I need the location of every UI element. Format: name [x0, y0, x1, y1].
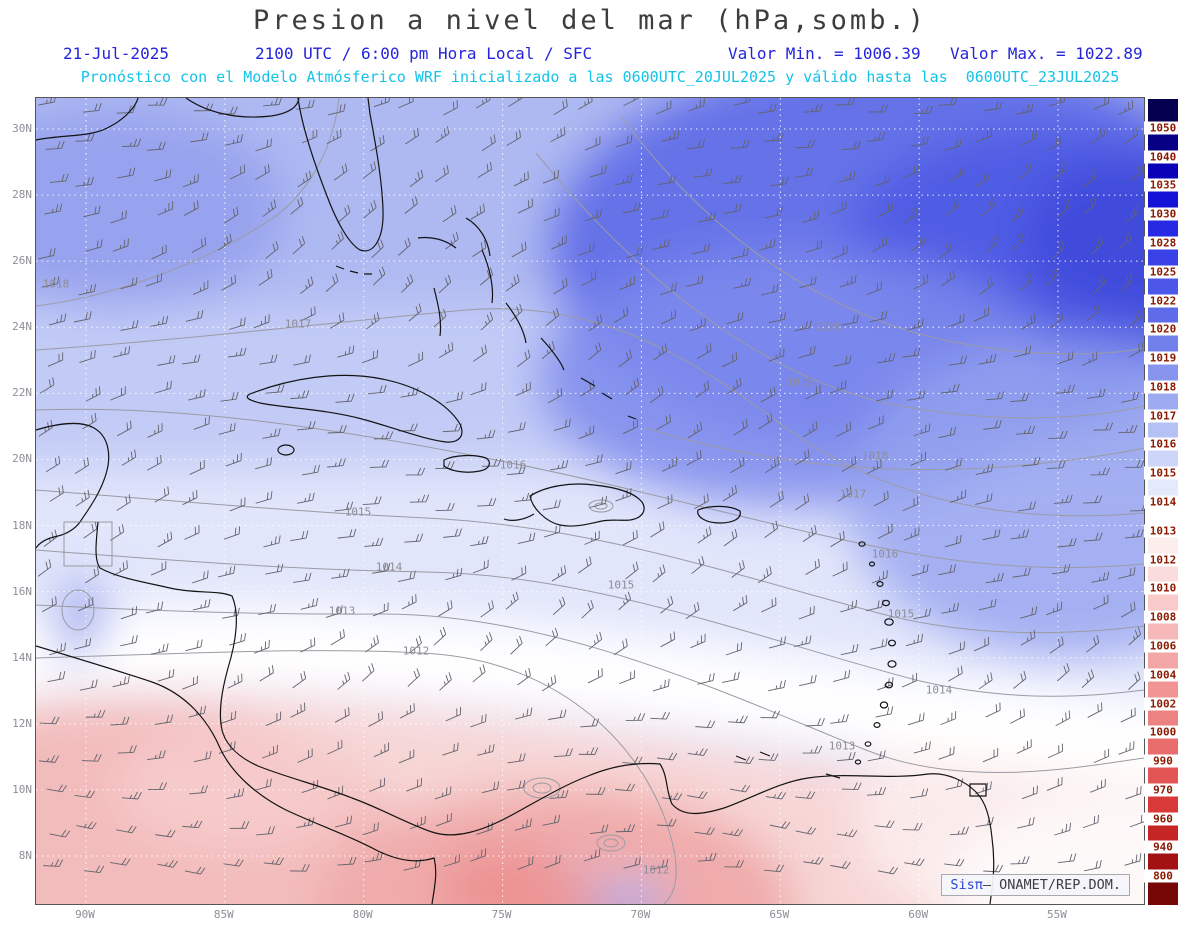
lat-tick-label: 8N: [18, 848, 32, 862]
lat-tick-label: 26N: [12, 254, 32, 268]
lon-tick-label: 55W: [1047, 908, 1067, 921]
colorbar-label: 1025: [1144, 265, 1182, 279]
lat-tick-label: 28N: [12, 188, 32, 202]
contour-label: 1017: [839, 487, 867, 501]
lon-tick-label: 80W: [352, 908, 373, 921]
contour-label: 1018: [42, 277, 70, 291]
contour-label: 1018: [861, 449, 889, 463]
map-canvas: [36, 98, 1144, 904]
lon-tick-label: 75W: [491, 908, 512, 921]
contour-label: 1020: [813, 320, 841, 334]
coastlines: [36, 98, 995, 904]
lon-tick-label: 60W: [908, 908, 929, 921]
colorbar-label: 1006: [1144, 639, 1182, 653]
colorbar-label: 1050: [1144, 121, 1182, 135]
colorbar-label: 1018: [1144, 380, 1182, 394]
colorbar-label: 1008: [1144, 610, 1182, 624]
colorbar-label: 1022: [1144, 294, 1182, 307]
colorbar-label: 1016: [1144, 437, 1182, 451]
colorbar-label: 940: [1144, 840, 1182, 854]
value-max-label: Valor Max. = 1022.89: [950, 44, 1143, 63]
contour-label: 1019: [786, 375, 814, 389]
watermark: Sisπ– ONAMET/REP.DOM.: [941, 874, 1130, 896]
watermark-text: – ONAMET/REP.DOM.: [982, 877, 1121, 893]
colorbar-label: 960: [1144, 812, 1182, 826]
lon-tick-label: 70W: [630, 908, 651, 921]
page-title: Presion a nivel del mar (hPa,somb.): [253, 5, 927, 36]
pressure-map: 1018 1017 1020 1019 1018 1016 1017 1015 1016 1014…: [35, 97, 1145, 905]
lat-tick-label: 30N: [12, 122, 32, 135]
colorbar-label: 1010: [1144, 581, 1182, 595]
contour-label: 1017: [284, 317, 312, 331]
contour-label: 1012: [402, 644, 430, 658]
contour-label: 1015: [887, 607, 915, 621]
contour-label: 1015: [344, 505, 372, 519]
contour-label: 1014: [925, 683, 953, 697]
model-info-line: Pronóstico con el Modelo Atmósferico WRF…: [80, 68, 1120, 86]
lon-tick-label: 85W: [213, 908, 234, 921]
colorbar-label: 1000: [1144, 725, 1182, 739]
lat-tick-label: 14N: [12, 650, 32, 664]
watermark-brand: Sisπ: [950, 877, 983, 893]
colorbar-label: 1020: [1144, 322, 1182, 336]
contour-label: 1015: [607, 578, 635, 592]
contour-label: 1013: [828, 739, 856, 753]
colorbar-label: 1012: [1144, 553, 1182, 567]
pressure-shading: [36, 98, 1144, 904]
colorbar-label: 1017: [1144, 409, 1182, 423]
colorbar-label: 1019: [1144, 351, 1182, 365]
colorbar-label: 990: [1144, 754, 1182, 768]
colorbar-label: 1002: [1144, 697, 1182, 710]
colorbar-label: 1035: [1144, 178, 1182, 192]
colorbar-label: 1004: [1144, 668, 1182, 682]
lat-tick-label: 24N: [12, 320, 32, 334]
contour-lines: [36, 98, 1144, 904]
colorbar-label: 800: [1144, 869, 1182, 883]
contour-label: 1016: [499, 458, 527, 472]
colorbar-label: 1015: [1144, 466, 1182, 480]
colorbar: 1050 1040 1035 1030 1028 1025 1022 1020 1019 1018…: [1144, 99, 1182, 905]
contour-label: 1012: [642, 863, 670, 877]
wind-barbs: [37, 98, 1144, 875]
lon-tick-label: 90W: [75, 908, 95, 921]
colorbar-label: 1040: [1144, 150, 1182, 164]
contour-label: 1014: [375, 560, 403, 574]
lat-tick-label: 18N: [12, 518, 32, 532]
lat-tick-label: 16N: [12, 584, 32, 598]
colorbar-label: 1013: [1144, 524, 1182, 538]
contour-label: 1016: [871, 547, 899, 561]
colorbar-label: 970: [1144, 783, 1182, 797]
colorbar-label: 1014: [1144, 495, 1182, 509]
lon-tick-label: 65W: [769, 908, 790, 921]
colorbar-label: 1030: [1144, 207, 1182, 221]
forecast-date: 21-Jul-2025: [63, 44, 169, 63]
lat-tick-label: 10N: [12, 782, 32, 796]
value-min-label: Valor Min. = 1006.39: [728, 44, 921, 63]
lat-tick-label: 12N: [12, 716, 32, 730]
valid-time: 2100 UTC / 6:00 pm Hora Local / SFC: [255, 44, 593, 63]
colorbar-label: 1028: [1144, 236, 1182, 250]
lat-tick-label: 20N: [12, 452, 32, 466]
lat-tick-label: 22N: [12, 386, 32, 400]
contour-label: 1013: [328, 604, 356, 618]
